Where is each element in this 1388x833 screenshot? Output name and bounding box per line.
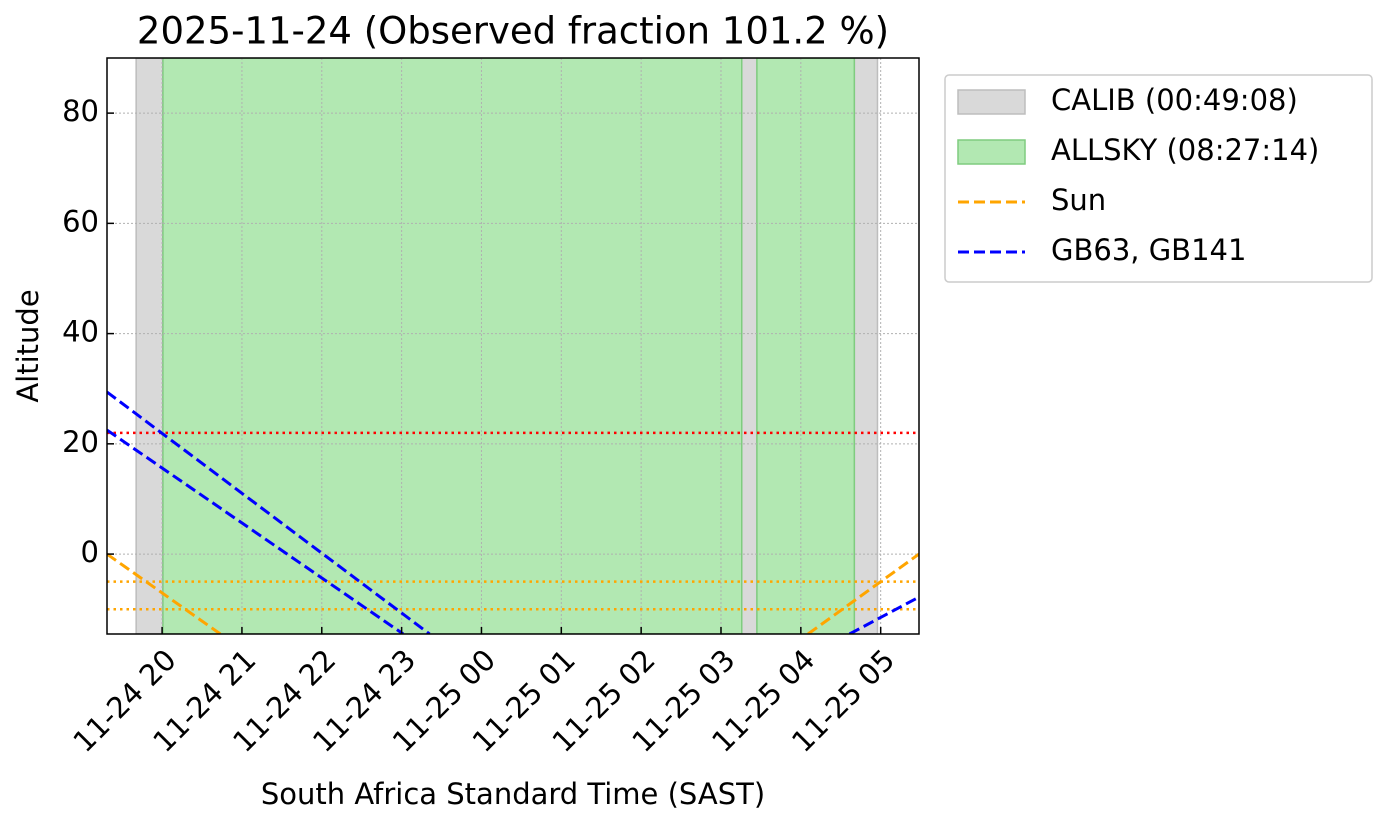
- legend-label: ALLSKY (08:27:14): [1051, 133, 1319, 167]
- span: [135, 58, 164, 634]
- x-axis-label: South Africa Standard Time (SAST): [261, 777, 765, 811]
- y-axis-label: Altitude: [11, 289, 45, 402]
- y-tick-label: 20: [62, 425, 99, 459]
- legend-label: GB63, GB141: [1051, 233, 1246, 267]
- plot: [107, 58, 919, 634]
- chart-title: 2025-11-24 (Observed fraction 101.2 %): [137, 10, 889, 53]
- legend-patch: [957, 139, 1026, 165]
- y-tick-label: 80: [62, 94, 99, 128]
- series-line: [107, 390, 919, 634]
- legend-box: [944, 74, 1373, 283]
- y-tick-label: 60: [62, 204, 99, 238]
- span: [740, 58, 758, 634]
- span: [756, 58, 856, 634]
- span: [853, 58, 879, 634]
- span: [162, 58, 743, 634]
- series-line: [107, 552, 919, 634]
- plot-frame: [106, 57, 920, 635]
- legend-label: CALIB (00:49:08): [1051, 83, 1298, 117]
- y-tick-label: 40: [62, 315, 99, 349]
- series-line: [107, 428, 405, 634]
- legend-label: Sun: [1051, 183, 1106, 217]
- legend-patch: [957, 89, 1026, 115]
- y-tick-label: 0: [81, 535, 99, 569]
